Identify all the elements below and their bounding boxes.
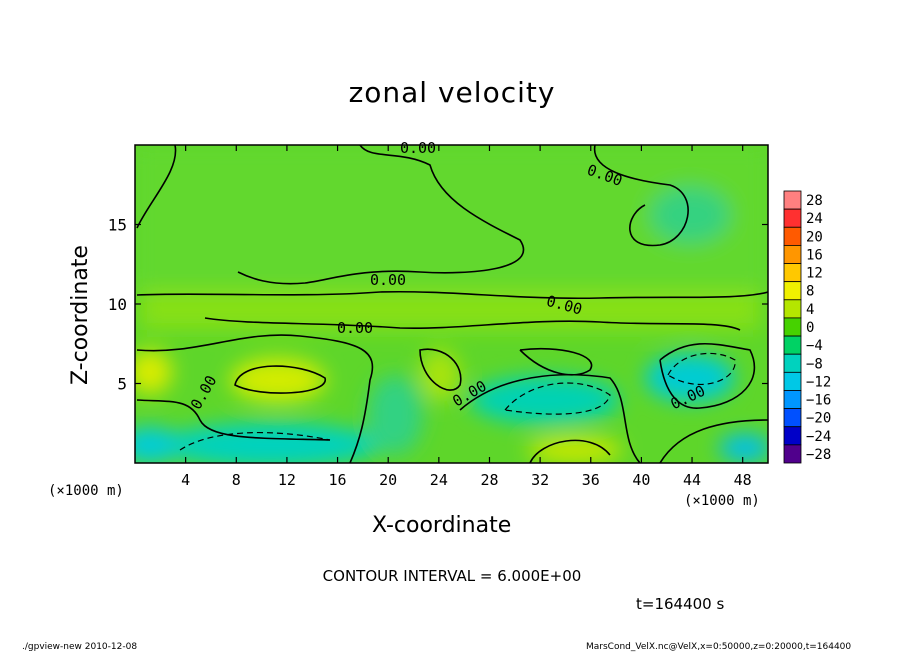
y-tick-label: 15 — [108, 216, 127, 235]
y-tick-label: 10 — [108, 295, 127, 314]
colorbar-cell — [783, 281, 802, 301]
colorbar-label: −20 — [806, 411, 831, 427]
colorbar-cell — [783, 208, 802, 228]
colorbar: 28 24 20 16 12 8 4 0 −4 −8 −12 −16 −20 −24 −28 — [783, 190, 831, 464]
colorbar-cell — [783, 408, 802, 428]
field-area — [135, 145, 768, 463]
colorbar-label: 28 — [806, 193, 823, 209]
colorbar-cell — [783, 444, 802, 464]
y-axis-unit: (×1000 m) — [48, 483, 124, 499]
colorbar-label: 16 — [806, 247, 823, 263]
footer-right: MarsCond_VelX.nc@VelX,x=0:50000,z=0:2000… — [586, 642, 852, 652]
x-tick-label: 16 — [329, 471, 347, 489]
x-axis-ticks: 4 8 12 16 20 24 28 32 36 40 44 48 — [181, 145, 752, 489]
colorbar-cell — [783, 244, 802, 264]
contour-lines — [136, 145, 768, 463]
colorbar-cell — [783, 426, 802, 446]
colorbar-label: 4 — [806, 302, 814, 318]
x-axis-label: X-coordinate — [372, 513, 512, 538]
colorbar-label: −12 — [806, 374, 831, 390]
colorbar-cell — [783, 299, 802, 319]
x-tick-label: 28 — [480, 471, 498, 489]
x-tick-label: 8 — [232, 471, 241, 489]
colorbar-cell — [783, 371, 802, 391]
contour-label: 0.00 — [400, 139, 436, 157]
colorbar-label: −8 — [806, 356, 823, 372]
negative-contours — [179, 352, 736, 451]
colorbar-label: −4 — [806, 338, 823, 354]
time-stamp: t=164400 s — [636, 595, 725, 613]
colorbar-cell — [783, 226, 802, 246]
colorbar-label: 20 — [806, 229, 823, 245]
colorbar-label: 12 — [806, 266, 823, 282]
y-axis-label: Z-coordinate — [68, 245, 93, 385]
colorbar-label: 24 — [806, 211, 823, 227]
x-tick-label: 4 — [181, 471, 190, 489]
colorbar-label: −28 — [806, 447, 831, 463]
colorbar-label: −24 — [806, 429, 831, 445]
contour-label: 0.00 — [337, 319, 373, 337]
x-tick-label: 12 — [278, 471, 296, 489]
contour-interval-text: CONTOUR INTERVAL = 6.000E+00 — [322, 567, 582, 585]
colorbar-cell — [783, 353, 802, 373]
footer-left: ./gpview-new 2010-12-08 — [22, 642, 138, 652]
field-shading — [135, 145, 768, 463]
colorbar-cell — [783, 317, 802, 337]
colorbar-cell — [783, 190, 802, 210]
x-tick-label: 44 — [683, 471, 701, 489]
contour-label: 0.00 — [370, 271, 406, 289]
colorbar-cell — [783, 390, 802, 410]
x-tick-label: 32 — [531, 471, 549, 489]
x-tick-label: 48 — [734, 471, 752, 489]
x-tick-label: 36 — [582, 471, 600, 489]
colorbar-cell — [783, 263, 802, 283]
x-tick-label: 20 — [379, 471, 397, 489]
y-tick-label: 5 — [117, 375, 127, 394]
x-axis-unit: (×1000 m) — [684, 493, 760, 509]
y-axis-ticks: 5 10 15 — [108, 216, 768, 394]
chart-title: zonal velocity — [348, 76, 556, 109]
colorbar-label: 0 — [806, 320, 814, 336]
colorbar-label: 8 — [806, 284, 814, 300]
colorbar-label: −16 — [806, 393, 831, 409]
x-tick-label: 24 — [430, 471, 448, 489]
x-tick-label: 40 — [632, 471, 650, 489]
colorbar-cell — [783, 335, 802, 355]
